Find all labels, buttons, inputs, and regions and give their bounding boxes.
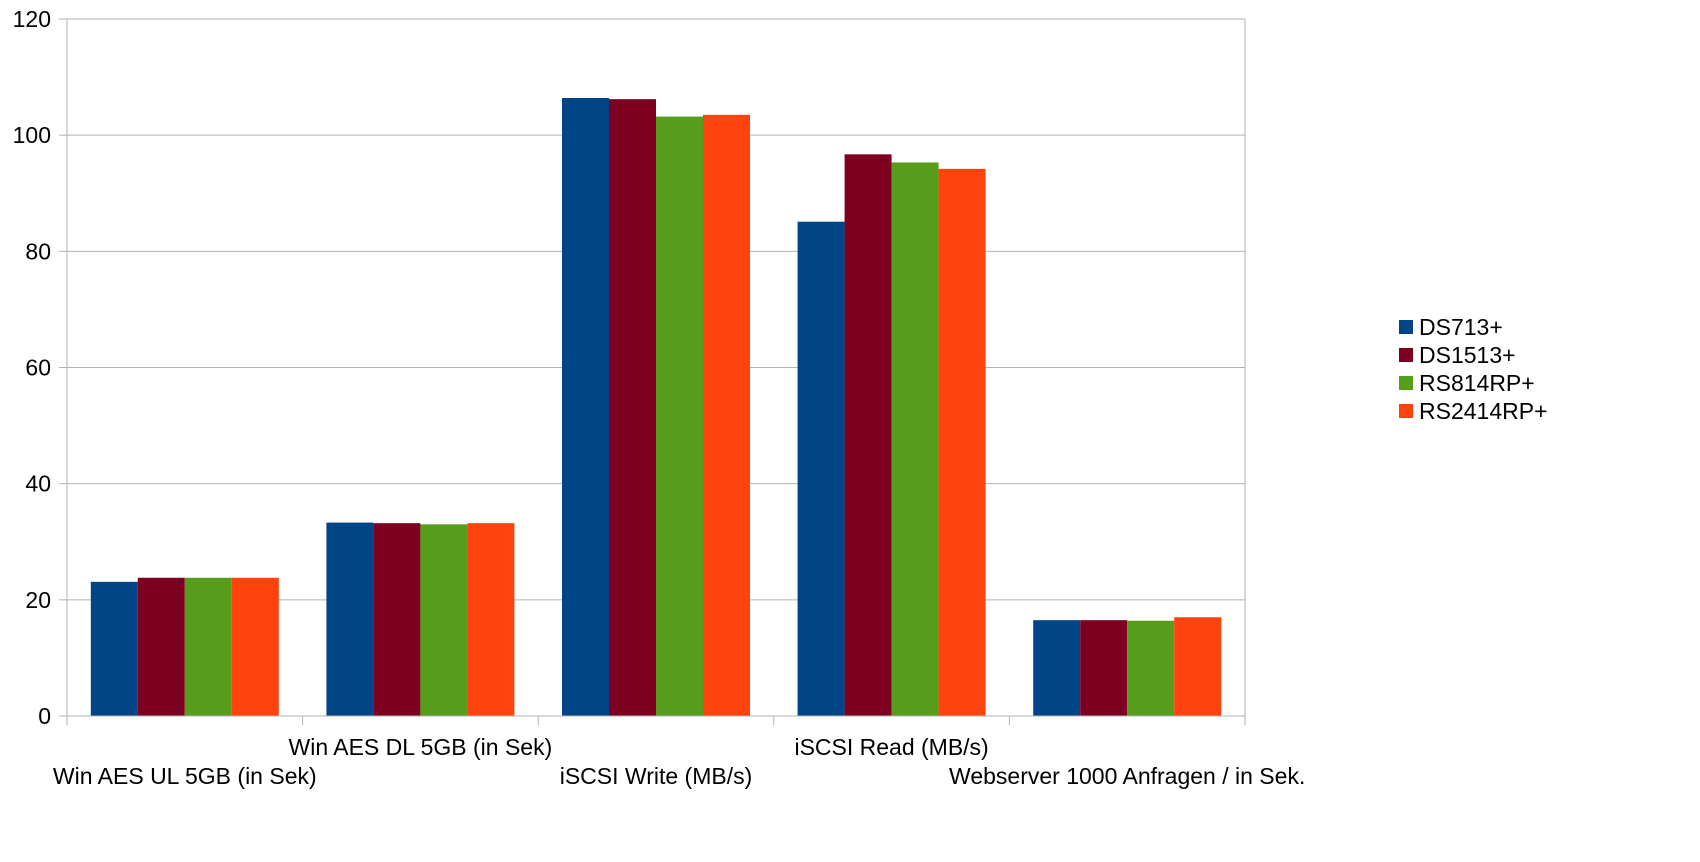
bar-ds713-3: [797, 221, 845, 717]
y-tick-label: 0: [38, 703, 51, 729]
bar-ds713-4: [1033, 620, 1081, 716]
bar-ds713-0: [90, 581, 138, 716]
bar-rs814rp-3: [891, 162, 939, 717]
legend-swatch: [1399, 404, 1413, 418]
y-tick-label: 100: [13, 122, 51, 148]
x-category-label: Webserver 1000 Anfragen / in Sek.: [949, 763, 1305, 789]
bar-rs2414rp-3: [938, 168, 986, 717]
legend: DS713+DS1513+RS814RP+RS2414RP+: [1399, 314, 1548, 424]
bar-ds1513-4: [1080, 620, 1128, 716]
bar-ds1513-2: [609, 99, 656, 716]
legend-swatch: [1399, 348, 1413, 362]
x-category-label: Win AES UL 5GB (in Sek): [53, 763, 317, 789]
axes: [59, 18, 1246, 725]
y-tick-label: 80: [25, 238, 51, 264]
bar-ds1513-0: [137, 577, 185, 716]
legend-label: DS1513+: [1419, 342, 1516, 368]
bar-rs2414rp-0: [231, 577, 279, 716]
legend-swatch: [1399, 320, 1413, 334]
bar-rs2414rp-2: [703, 114, 750, 716]
bar-rs814rp-2: [656, 116, 703, 716]
legend-swatch: [1399, 376, 1413, 390]
legend-label: RS814RP+: [1419, 370, 1535, 396]
legend-label: RS2414RP+: [1419, 398, 1548, 424]
y-axis-ticks: 0 20 40 60 80 100 120: [13, 6, 51, 729]
bar-rs2414rp-1: [467, 523, 515, 716]
x-category-label: Win AES DL 5GB (in Sek): [289, 734, 553, 760]
bar-rs814rp-1: [420, 524, 468, 716]
x-category-label: iSCSI Write (MB/s): [560, 763, 753, 789]
y-tick-label: 120: [13, 6, 51, 32]
bar-rs814rp-4: [1127, 620, 1175, 716]
x-category-label: iSCSI Read (MB/s): [794, 734, 988, 760]
legend-label: DS713+: [1419, 314, 1503, 340]
y-tick-label: 40: [25, 471, 51, 497]
y-tick-label: 60: [25, 355, 51, 381]
bar-ds1513-3: [844, 154, 892, 716]
bars: [90, 97, 1222, 717]
x-axis-categories: Win AES UL 5GB (in Sek) Win AES DL 5GB (i…: [53, 734, 1305, 789]
bar-ds713-1: [326, 522, 374, 716]
y-tick-label: 20: [25, 587, 51, 613]
bar-ds1513-1: [373, 523, 421, 716]
bar-rs2414rp-4: [1174, 617, 1222, 716]
bar-ds713-2: [562, 97, 609, 716]
bar-rs814rp-0: [184, 577, 232, 716]
